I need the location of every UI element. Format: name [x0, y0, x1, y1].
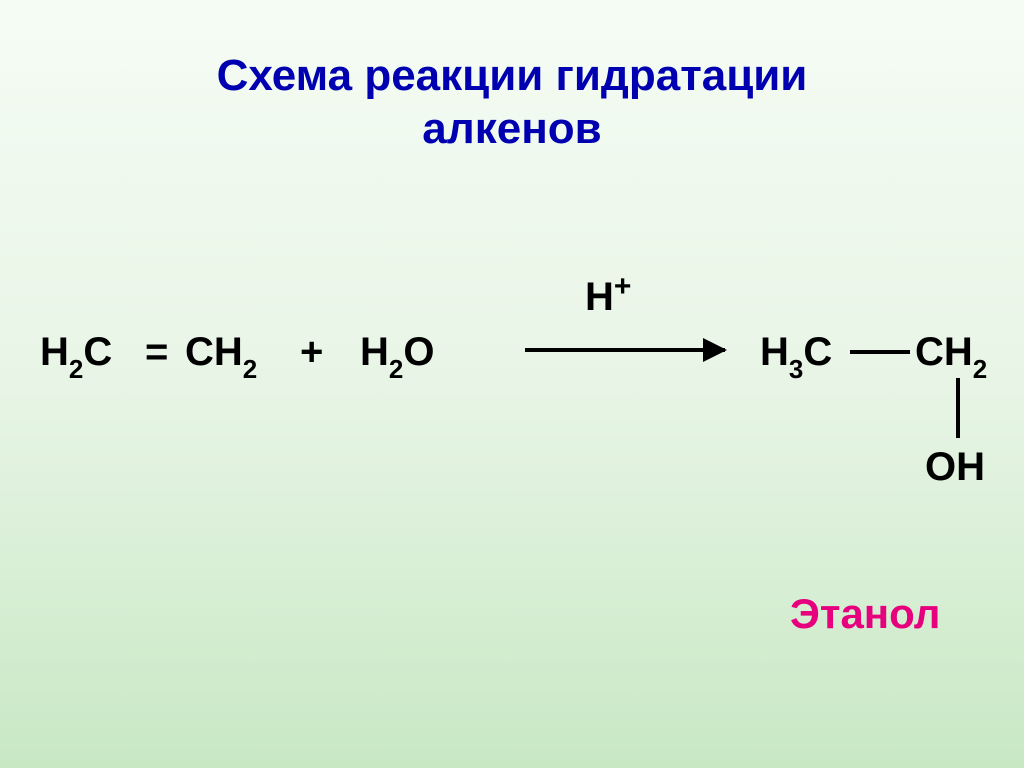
title-line1: Схема реакции гидратации — [0, 50, 1024, 103]
reaction-equation: H2C = CH2 + H2O H+ H3C CH2 OH — [40, 310, 984, 510]
c-text: C — [83, 330, 112, 374]
diagram-title: Схема реакции гидратации алкенов — [0, 50, 1024, 156]
catalyst-plus: + — [614, 270, 632, 303]
reactant-ethylene-left: H2C — [40, 330, 112, 381]
reactant-ethylene-right: CH2 — [185, 330, 257, 381]
prod-c: C — [803, 330, 832, 374]
product-name-ethanol: Этанол — [790, 590, 940, 638]
sub2: 2 — [69, 354, 83, 384]
water-o: O — [403, 330, 434, 374]
water-sub2: 2 — [389, 354, 403, 384]
water: H2O — [360, 330, 434, 381]
plus-text: + — [300, 330, 323, 374]
prod-sub3: 3 — [789, 354, 803, 384]
bond-vertical — [956, 378, 960, 438]
title-line2: алкенов — [0, 103, 1024, 156]
equals-sign: = — [145, 330, 168, 374]
sub2b: 2 — [243, 354, 257, 384]
h-text: H — [40, 330, 69, 374]
prod-h: H — [760, 330, 789, 374]
catalyst-h-plus: H+ — [585, 275, 631, 320]
double-bond-equals: = — [145, 330, 168, 375]
product-h3c: H3C — [760, 330, 832, 381]
plus-sign: + — [300, 330, 323, 375]
ethanol-text: Этанол — [790, 590, 940, 637]
prod-ch: CH — [915, 330, 973, 374]
reaction-arrow — [525, 348, 725, 352]
ch-text: CH — [185, 330, 243, 374]
catalyst-h: H — [585, 275, 614, 319]
water-h: H — [360, 330, 389, 374]
bond-horizontal — [850, 350, 910, 354]
prod-sub2: 2 — [973, 354, 987, 384]
oh-text: OH — [925, 445, 985, 489]
product-oh: OH — [925, 445, 985, 490]
product-ch2: CH2 — [915, 330, 987, 381]
